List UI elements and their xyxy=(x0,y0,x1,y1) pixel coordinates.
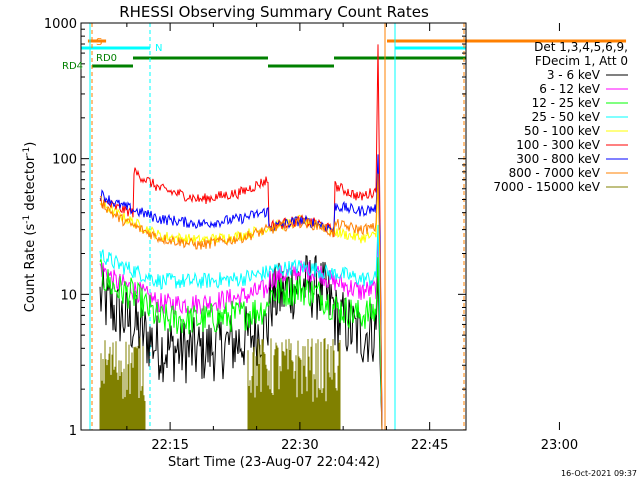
flag-bars xyxy=(81,23,627,430)
legend-label: 7000 - 15000 keV xyxy=(493,180,600,194)
chart-title: RHESSI Observing Summary Count Rates xyxy=(119,3,429,21)
y-axis-label-part: detector xyxy=(23,155,38,215)
legend-label: 300 - 800 keV xyxy=(516,152,600,166)
legend-header: Det 1,3,4,5,6,9, xyxy=(534,40,628,54)
y-axis-label: Count Rate (s-1 detector-1) xyxy=(22,142,38,313)
series-line-1 xyxy=(99,234,383,431)
series-line-3 xyxy=(99,224,383,431)
flag-s-label: S xyxy=(96,37,102,48)
flag-rd4-label: RD4 xyxy=(62,61,83,72)
generated-timestamp: 16-Oct-2021 09:37 xyxy=(561,469,637,478)
x-tick-label: 22:45 xyxy=(411,438,448,453)
series-line-8 xyxy=(99,338,341,430)
y-tick-label: 1000 xyxy=(44,17,77,32)
y-tick-label: 1 xyxy=(69,424,77,439)
x-tick-label: 23:00 xyxy=(541,438,578,453)
legend-label: 100 - 300 keV xyxy=(516,138,600,152)
x-tick-label: 22:30 xyxy=(281,438,318,453)
legend-label: 800 - 7000 keV xyxy=(509,166,601,180)
y-axis-label-exponent: -1 xyxy=(22,215,32,224)
legend-label: 50 - 100 keV xyxy=(524,124,601,138)
y-axis-label-part: ) xyxy=(23,142,38,147)
y-tick-label: 10 xyxy=(60,288,77,303)
legend-header: FDecim 1, Att 0 xyxy=(535,54,628,68)
x-tick-label: 22:15 xyxy=(151,438,188,453)
legend-label: 6 - 12 keV xyxy=(539,82,601,96)
y-axis-label-exponent: -1 xyxy=(22,147,32,156)
y-tick-label: 100 xyxy=(52,153,77,168)
series-line-2 xyxy=(99,257,383,431)
legend-label: 3 - 6 keV xyxy=(547,68,601,82)
y-axis-label-part: Count Rate (s xyxy=(23,224,38,313)
flag-n-label: N xyxy=(155,43,162,54)
x-axis-label: Start Time (23-Aug-07 22:04:42) xyxy=(168,455,380,470)
legend-label: 12 - 25 keV xyxy=(532,96,601,110)
flag-rd0-label: RD0 xyxy=(96,53,117,64)
series-line-0 xyxy=(99,255,383,431)
plot-frame xyxy=(80,22,560,431)
series-lines xyxy=(99,44,383,431)
series-line-7 xyxy=(99,173,383,431)
legend-label: 25 - 50 keV xyxy=(532,110,601,124)
axes-frame xyxy=(80,22,467,431)
